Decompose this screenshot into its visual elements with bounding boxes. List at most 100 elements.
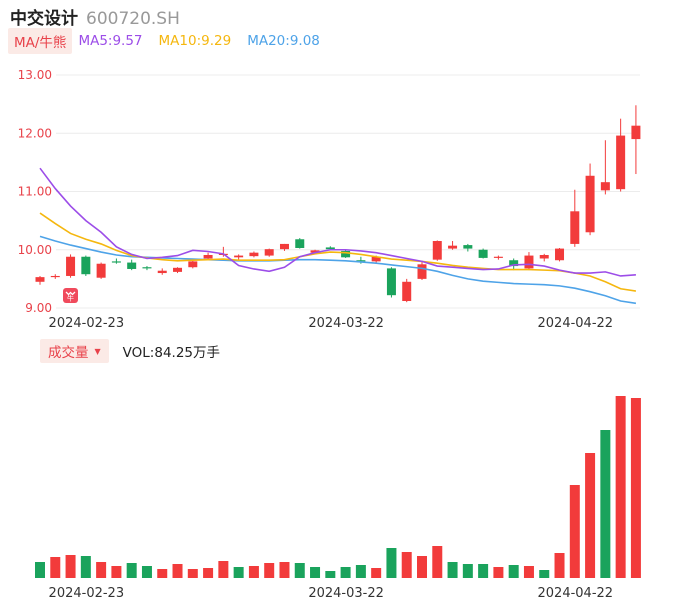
volume-bar (371, 568, 382, 578)
volume-bar (126, 563, 137, 578)
candle-body (96, 263, 106, 278)
candle-body (386, 268, 396, 296)
price-y-tick-label: 10.00 (18, 243, 52, 257)
ma-legend: MA/牛熊 MA5:9.57 MA10:9.29 MA20:9.08 (8, 28, 336, 54)
volume-bar (80, 556, 91, 578)
candle-body (356, 260, 366, 262)
candle-body (310, 250, 320, 253)
volume-bar (386, 548, 397, 578)
volume-legend: 成交量 ▼ VOL:84.25万手 (40, 339, 220, 363)
candle-body (616, 135, 626, 190)
price-y-tick-label: 11.00 (18, 185, 52, 199)
volume-bar (141, 566, 152, 578)
ma5-line (39, 167, 636, 277)
candle-body (341, 250, 351, 258)
volume-tag-label: 成交量 (48, 345, 89, 361)
volume-bar (203, 568, 214, 578)
candle-body (111, 261, 121, 263)
volume-bar (569, 485, 580, 578)
volume-bar (35, 562, 45, 578)
candle-body (555, 248, 565, 261)
ma-indicator-selector[interactable]: MA/牛熊 (8, 28, 73, 54)
volume-bar (447, 562, 458, 578)
ma20-legend: MA20:9.08 (247, 33, 320, 49)
stock-header: 中交设计 600720.SH (10, 4, 180, 29)
volume-bar (523, 566, 534, 578)
candle-body (295, 239, 305, 249)
volume-bar (279, 562, 290, 578)
candle-body (539, 254, 549, 259)
candle-body (600, 182, 610, 191)
candle-body (432, 241, 442, 260)
volume-bar (111, 566, 122, 578)
bull-bear-icon[interactable]: 牛 (62, 287, 79, 304)
candle-body (35, 277, 45, 282)
candle-body (66, 256, 76, 276)
price-x-tick-label: 2024-02-23 (49, 316, 125, 331)
volume-bar (248, 566, 259, 578)
price-x-tick-label: 2024-03-22 (308, 316, 384, 331)
price-x-tick-label: 2024-04-22 (538, 316, 614, 331)
candle-body (188, 261, 198, 268)
volume-bar (432, 546, 443, 578)
candle-body (325, 247, 335, 250)
volume-bar (340, 567, 351, 578)
volume-bar (493, 567, 504, 578)
candle-body (448, 245, 458, 249)
volume-x-tick-label: 2024-04-22 (538, 586, 614, 601)
ma5-legend: MA5:9.57 (78, 33, 143, 49)
candle-body (463, 245, 473, 249)
stock-code: 600720.SH (86, 9, 180, 29)
candle-body (371, 256, 381, 262)
svg-text:牛: 牛 (67, 294, 74, 303)
volume-bar (325, 571, 336, 578)
volume-bar (157, 569, 168, 578)
price-y-tick-label: 12.00 (18, 126, 52, 140)
candle-body (249, 252, 259, 257)
candle-body (417, 264, 427, 279)
price-y-tick-label: 13.00 (18, 68, 52, 82)
volume-bar (310, 567, 321, 578)
candle-body (142, 267, 152, 269)
volume-bar (508, 565, 519, 578)
volume-indicator-selector[interactable]: 成交量 ▼ (40, 339, 109, 363)
candle-body (509, 260, 519, 267)
candle-body (127, 262, 137, 269)
volume-bar (233, 567, 244, 578)
ma10-line (39, 212, 637, 292)
candle-body (478, 249, 488, 258)
volume-bar (50, 557, 61, 578)
caret-down-icon: ▼ (94, 346, 101, 356)
stock-name: 中交设计 (10, 9, 78, 29)
volume-bar (539, 570, 550, 578)
volume-bar (65, 555, 76, 578)
volume-bar (615, 396, 626, 578)
volume-bar (462, 564, 473, 578)
candle-body (570, 211, 580, 244)
candle-body (631, 125, 641, 140)
ma10-legend: MA10:9.29 (158, 33, 232, 49)
candle-body (234, 255, 244, 258)
volume-bar (600, 430, 611, 578)
candle-body (402, 281, 412, 302)
volume-x-tick-label: 2024-03-22 (308, 586, 384, 601)
volume-bar (355, 565, 366, 578)
volume-bar (554, 553, 565, 578)
price-y-tick-label: 9.00 (25, 301, 52, 315)
volume-bar (187, 569, 198, 578)
volume-value: VOL:84.25万手 (122, 345, 220, 361)
candle-body (585, 175, 595, 233)
candle-body (524, 255, 534, 269)
volume-bar (218, 561, 229, 578)
volume-bar (478, 564, 489, 578)
volume-bar (401, 552, 412, 578)
volume-bar (630, 398, 641, 578)
volume-bar (264, 563, 275, 578)
candle-body (279, 243, 289, 250)
candle-body (203, 254, 213, 259)
volume-x-tick-label: 2024-02-23 (49, 586, 125, 601)
candle-body (264, 249, 274, 256)
candle-body (173, 267, 183, 272)
candle-body (81, 256, 91, 275)
